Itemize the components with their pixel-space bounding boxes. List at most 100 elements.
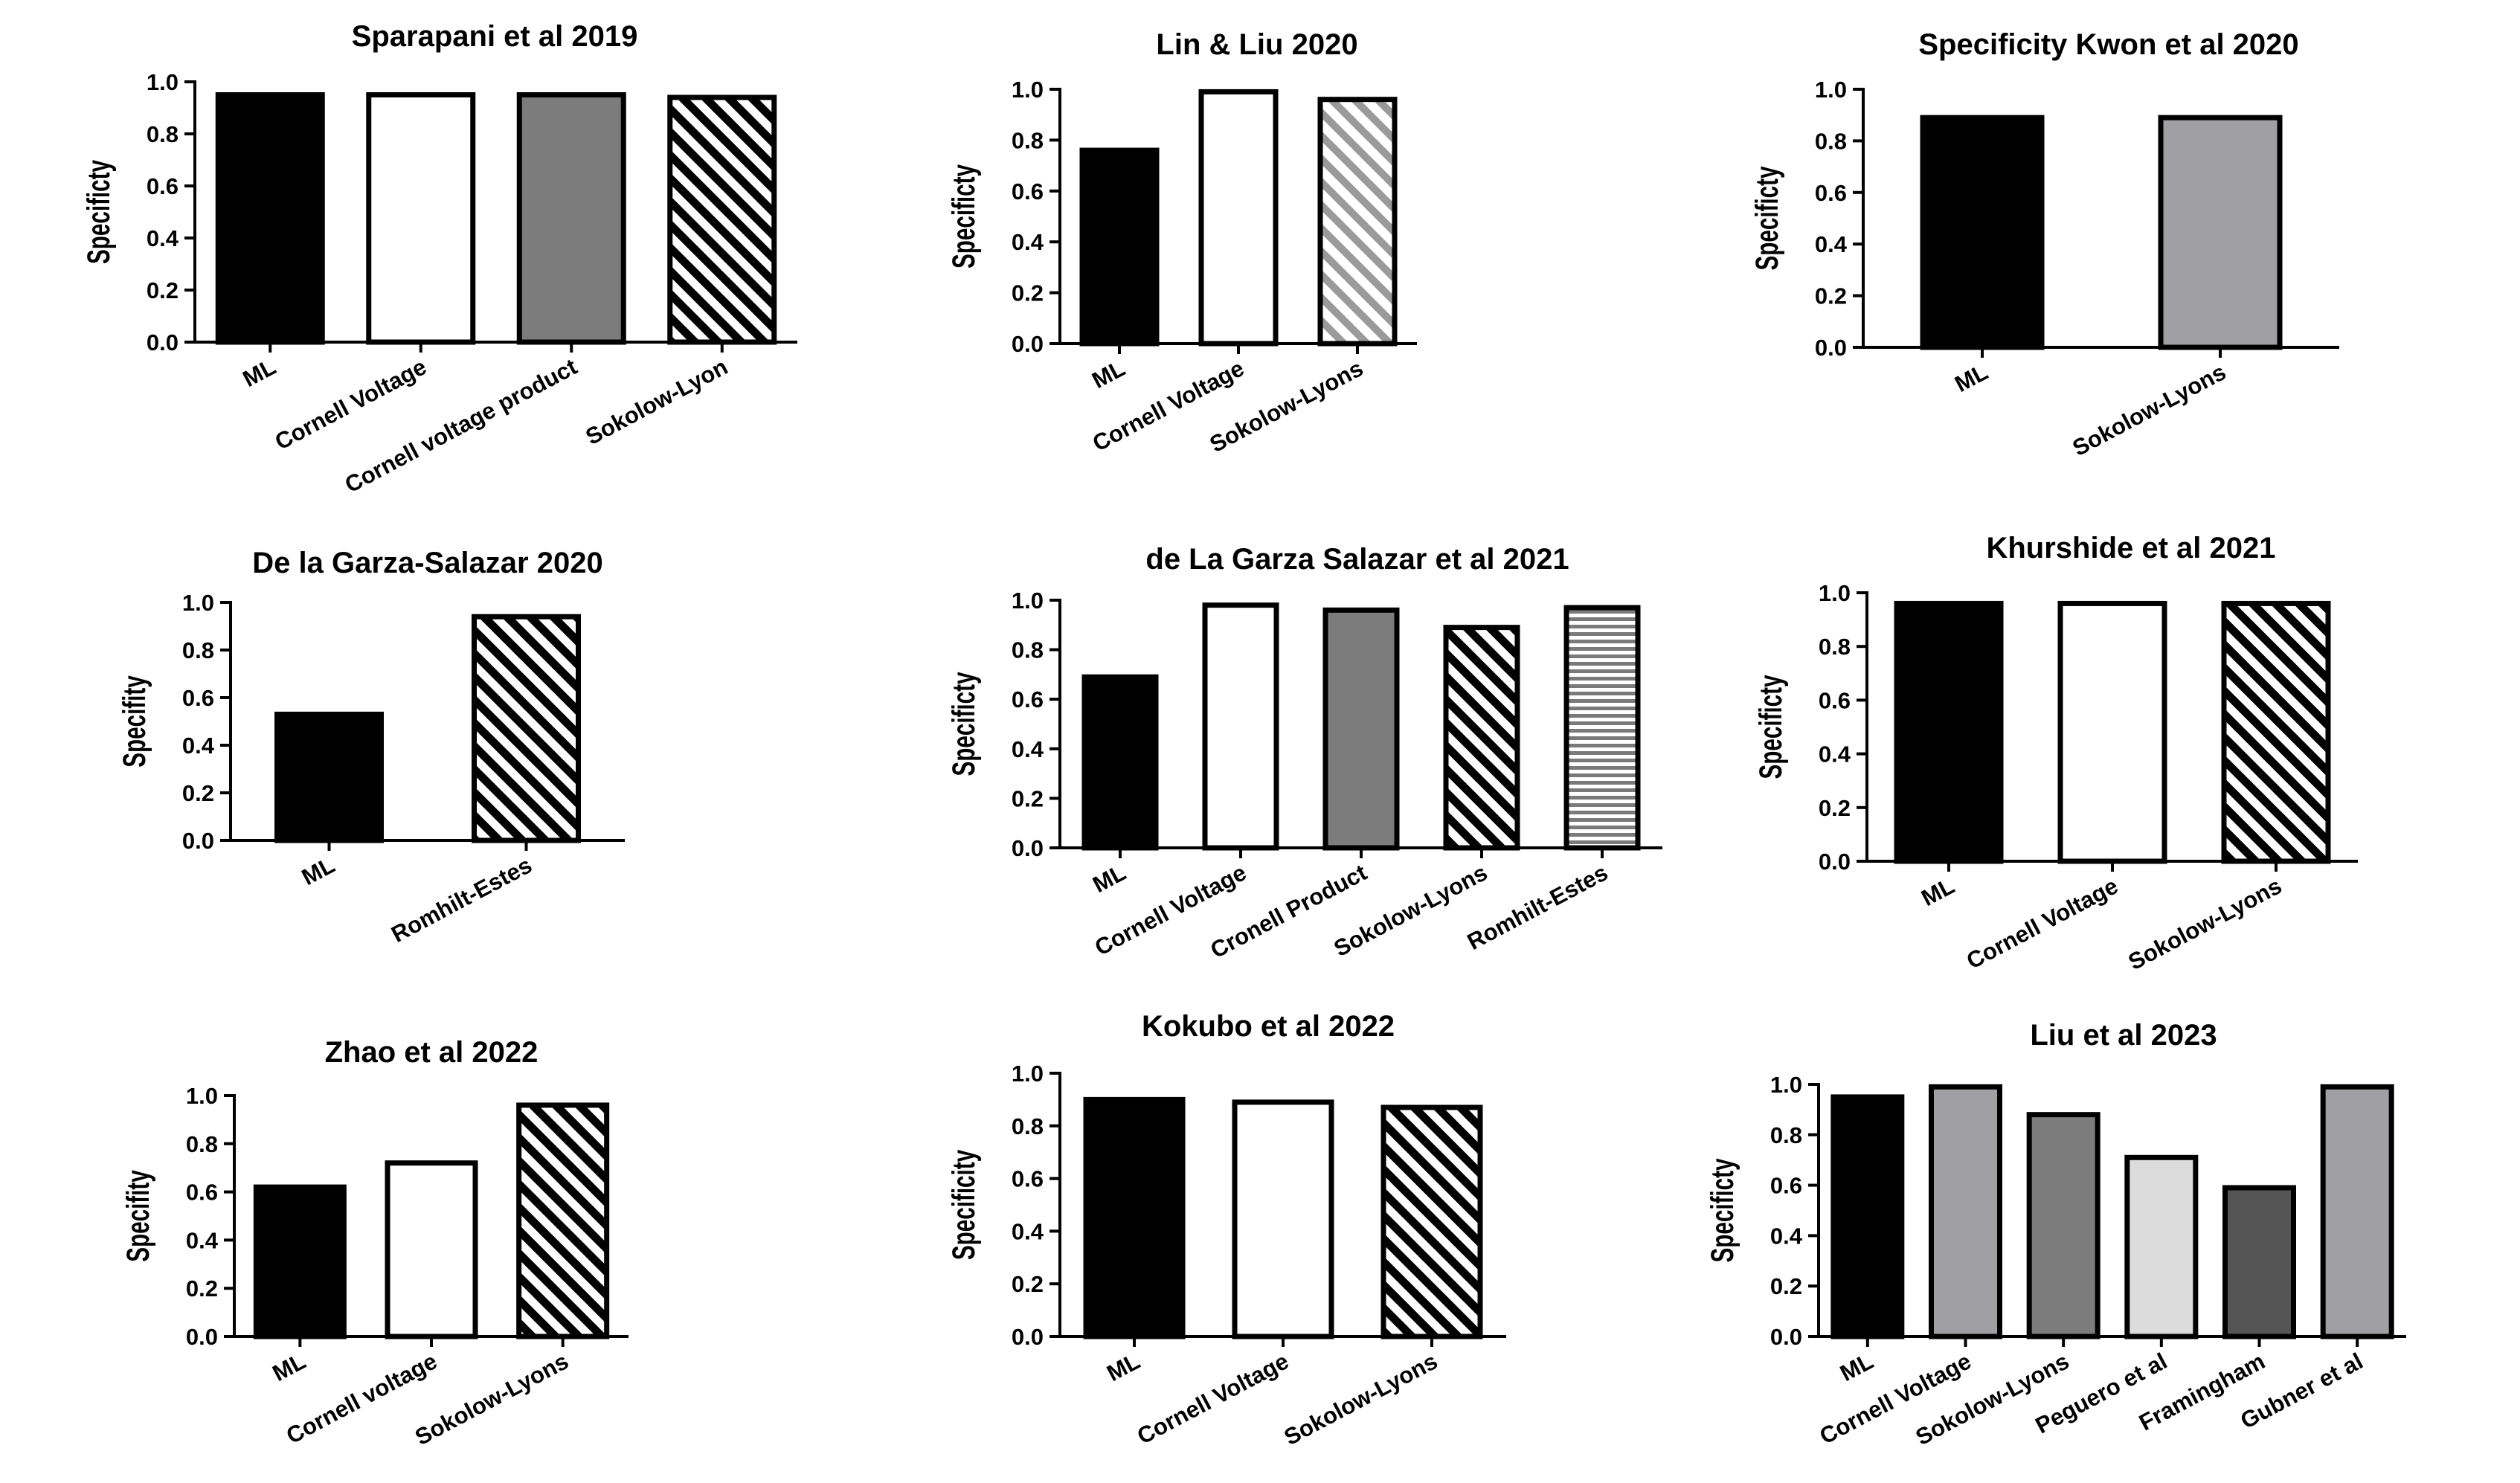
y-axis-title: Specificty <box>946 164 982 268</box>
y-tick-label: 1.0 <box>147 69 179 95</box>
bar <box>215 92 325 345</box>
y-tick-label: 0.0 <box>1770 1324 1802 1350</box>
chart-panel-3: Specificity Kwon et al 2020 0.0 0.2 0.4 0.6 0… <box>1749 28 2339 461</box>
y-tick-label: 0.6 <box>1012 686 1044 712</box>
y-tick-label: 0.8 <box>1012 1113 1044 1139</box>
y-tick-label: 0.8 <box>186 1131 218 1157</box>
bar <box>1920 115 2045 350</box>
y-axis-title: Specificty <box>81 160 117 264</box>
chart-title: Khurshide et al 2021 <box>1986 532 2275 564</box>
bar <box>516 92 626 345</box>
bar <box>1317 97 1398 347</box>
chart-title: Lin & Liu 2020 <box>1156 28 1357 61</box>
x-category-label: ML <box>298 852 339 890</box>
chart-panel-2: Lin & Liu 2020 0.0 0.2 0.4 0.6 0.8 1.0 Specific… <box>946 28 1417 457</box>
y-tick-label: 1.0 <box>1012 77 1044 103</box>
y-tick-label: 0.0 <box>1012 1324 1044 1350</box>
y-tick-label: 0.0 <box>186 1324 218 1350</box>
bar <box>667 94 777 345</box>
bar <box>253 1184 347 1339</box>
x-category-label: Cornell Voltage <box>1962 872 2122 974</box>
bar <box>472 614 581 843</box>
y-tick-label: 0.6 <box>1012 178 1044 205</box>
y-tick-label: 0.4 <box>1012 229 1044 255</box>
y-tick-label: 0.2 <box>1770 1273 1802 1299</box>
y-tick-label: 0.6 <box>186 1180 218 1206</box>
bar <box>1232 1099 1334 1339</box>
chart-title: Sparapani et al 2019 <box>352 20 638 53</box>
y-tick-label: 0.2 <box>186 1275 218 1302</box>
x-category-label: Romhilt-Estes <box>387 852 536 948</box>
x-category-label: ML <box>1102 1348 1144 1386</box>
x-category-label: Sokolow-Lyon <box>582 353 732 450</box>
chart-panel-1: Sparapani et al 2019 0.0 0.2 0.4 0.6 0.8 1.0 Sp… <box>81 20 797 498</box>
y-tick-label: 0.4 <box>147 225 179 251</box>
bar <box>1081 674 1159 851</box>
x-category-label: ML <box>1836 1348 1877 1386</box>
y-tick-label: 0.2 <box>1012 1271 1044 1297</box>
y-axis-title: Specificty <box>1705 1158 1740 1262</box>
y-axis-title: Specifity <box>120 1170 156 1262</box>
y-tick-label: 1.0 <box>186 1083 218 1109</box>
y-tick-label: 1.0 <box>1770 1072 1802 1098</box>
x-category-label: ML <box>1087 355 1129 393</box>
bar <box>1929 1084 2002 1339</box>
y-tick-label: 0.4 <box>1770 1223 1803 1249</box>
y-axis-title: Specificity <box>946 1149 982 1260</box>
y-tick-label: 0.4 <box>1819 742 1851 768</box>
bar <box>1563 605 1641 851</box>
y-tick-label: 1.0 <box>1819 580 1851 606</box>
bar <box>366 92 476 345</box>
bar <box>274 711 384 843</box>
bar <box>1083 1096 1186 1339</box>
bar <box>1830 1094 1905 1339</box>
chart-panel-8: Kokubo et al 2022 0.0 0.2 0.4 0.6 0.8 1.0 Speci… <box>946 1010 1506 1450</box>
bar <box>1443 625 1520 851</box>
y-tick-label: 0.8 <box>1819 634 1851 660</box>
y-tick-label: 0.6 <box>1819 687 1851 713</box>
y-tick-label: 0.2 <box>1012 280 1044 306</box>
y-tick-label: 0.6 <box>1815 180 1847 206</box>
y-tick-label: 1.0 <box>1012 1061 1044 1087</box>
y-axis-title: Specifity <box>117 675 152 768</box>
bar <box>2221 600 2331 864</box>
chart-title: Kokubo et al 2022 <box>1142 1010 1395 1043</box>
y-tick-label: 0.4 <box>1012 736 1044 762</box>
y-axis-title: Specificty <box>946 672 982 776</box>
x-category-label: ML <box>269 1348 310 1386</box>
y-tick-label: 0.2 <box>1819 795 1851 821</box>
y-tick-label: 0.4 <box>182 733 215 759</box>
x-category-label: Sokolow-Lyons <box>2069 358 2231 461</box>
y-tick-label: 0.8 <box>1012 637 1044 663</box>
y-tick-label: 0.0 <box>182 828 214 854</box>
y-tick-label: 1.0 <box>1815 77 1847 103</box>
y-tick-label: 0.0 <box>147 329 179 356</box>
bar <box>516 1102 610 1339</box>
bar <box>2320 1084 2394 1339</box>
y-tick-label: 1.0 <box>182 590 214 616</box>
chart-title: de La Garza Salazar et al 2021 <box>1145 543 1569 576</box>
y-tick-label: 1.0 <box>1012 588 1044 614</box>
x-category-label: Sokolow-Lyons <box>2124 872 2286 975</box>
y-tick-label: 0.8 <box>147 121 179 147</box>
bar <box>385 1160 478 1339</box>
chart-title: De la Garza-Salazar 2020 <box>252 547 602 579</box>
x-category-label: Sokolow-Lyons <box>1280 1348 1442 1450</box>
bar <box>2124 1154 2199 1339</box>
y-tick-label: 0.4 <box>1012 1218 1044 1244</box>
y-tick-label: 0.2 <box>1012 785 1044 811</box>
bar <box>1322 607 1400 851</box>
x-category-label: ML <box>1950 358 1992 397</box>
y-tick-label: 0.0 <box>1815 335 1847 361</box>
chart-panel-6: Khurshide et al 2021 0.0 0.2 0.4 0.6 0.8 1.0 Sp… <box>1753 532 2358 975</box>
chart-panel-4: De la Garza-Salazar 2020 0.0 0.2 0.4 0.6 0.8 1… <box>117 547 625 948</box>
bar <box>2158 115 2283 350</box>
y-tick-label: 0.8 <box>182 637 214 663</box>
y-tick-label: 0.0 <box>1012 835 1044 861</box>
chart-panel-5: de La Garza Salazar et al 2021 0.0 0.2 0.4 0… <box>946 543 1662 963</box>
bar <box>1202 602 1279 851</box>
chart-title: Zhao et al 2022 <box>325 1036 539 1069</box>
y-tick-label: 0.8 <box>1815 128 1847 154</box>
